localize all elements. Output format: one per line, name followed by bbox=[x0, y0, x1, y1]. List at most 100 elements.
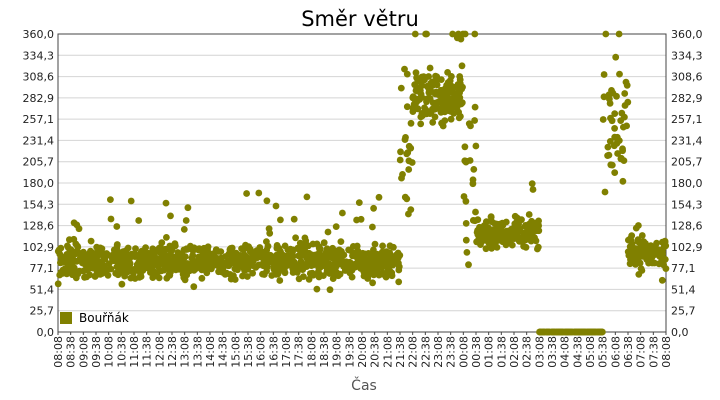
x-tick-label: 21:38 bbox=[394, 336, 407, 368]
data-point bbox=[651, 259, 658, 267]
legend-swatch bbox=[60, 312, 72, 324]
data-point bbox=[425, 89, 433, 96]
data-point bbox=[451, 83, 458, 91]
data-point bbox=[320, 239, 328, 247]
y-tick-label: 0,0 bbox=[671, 326, 689, 339]
data-point bbox=[232, 249, 240, 257]
data-point bbox=[96, 271, 104, 278]
data-point bbox=[127, 197, 135, 205]
data-point bbox=[272, 202, 280, 210]
data-point bbox=[472, 142, 480, 150]
x-tick-label: 13:38 bbox=[191, 336, 204, 368]
data-point bbox=[189, 262, 197, 270]
data-point bbox=[403, 150, 411, 158]
data-point bbox=[469, 176, 477, 184]
data-point bbox=[298, 249, 306, 257]
data-point bbox=[313, 285, 321, 293]
data-point bbox=[107, 215, 115, 223]
data-point bbox=[174, 249, 182, 256]
data-point bbox=[329, 261, 336, 269]
data-point bbox=[450, 110, 458, 117]
data-point bbox=[195, 245, 203, 253]
data-point bbox=[431, 90, 439, 98]
data-point bbox=[397, 84, 405, 92]
data-point bbox=[288, 252, 296, 260]
data-point bbox=[618, 109, 626, 117]
data-point bbox=[599, 116, 607, 123]
data-point bbox=[459, 83, 466, 91]
data-point bbox=[215, 268, 223, 276]
data-point bbox=[81, 273, 88, 281]
data-point bbox=[441, 108, 449, 116]
data-point bbox=[412, 104, 420, 112]
data-point bbox=[198, 274, 206, 282]
data-point bbox=[449, 99, 457, 107]
data-point bbox=[117, 265, 124, 272]
data-point bbox=[482, 245, 490, 253]
y-tick-label: 360,0 bbox=[671, 28, 703, 41]
data-point bbox=[267, 251, 274, 259]
y-axis-label: ° bbox=[0, 182, 10, 189]
data-point bbox=[136, 274, 143, 281]
data-point bbox=[330, 268, 338, 276]
data-point bbox=[297, 244, 305, 252]
x-tick-label: 13:08 bbox=[179, 336, 192, 368]
data-point bbox=[396, 251, 404, 259]
data-point bbox=[159, 249, 167, 257]
data-point bbox=[332, 223, 340, 231]
data-point bbox=[303, 193, 311, 201]
data-point bbox=[306, 270, 314, 277]
data-point bbox=[513, 214, 521, 222]
y-tick-label: 25,7 bbox=[30, 305, 55, 318]
data-point bbox=[315, 249, 323, 256]
data-point bbox=[420, 73, 428, 80]
x-tick-label: 15:08 bbox=[229, 336, 242, 368]
data-point bbox=[91, 273, 99, 280]
y-tick-label: 77,1 bbox=[30, 262, 55, 275]
data-point bbox=[263, 238, 270, 246]
x-tick-label: 17:38 bbox=[293, 336, 306, 368]
data-point bbox=[458, 62, 466, 70]
data-point bbox=[467, 122, 474, 130]
data-point bbox=[606, 138, 614, 145]
data-point bbox=[292, 234, 299, 242]
data-point bbox=[478, 225, 486, 233]
y-tick-label: 282,9 bbox=[23, 92, 55, 105]
data-point bbox=[456, 76, 464, 84]
data-point bbox=[132, 245, 139, 253]
data-point bbox=[93, 243, 101, 251]
x-tick-label: 22:08 bbox=[407, 336, 420, 368]
data-point bbox=[445, 95, 452, 102]
data-point bbox=[114, 255, 121, 262]
data-point bbox=[638, 232, 646, 239]
x-tick-label: 02:38 bbox=[521, 336, 534, 368]
data-point bbox=[115, 249, 123, 256]
data-point bbox=[256, 244, 264, 251]
data-point bbox=[353, 216, 360, 224]
x-tick-label: 03:08 bbox=[533, 336, 546, 368]
x-tick-label: 20:38 bbox=[369, 336, 382, 368]
data-point bbox=[353, 242, 361, 250]
data-point bbox=[402, 134, 409, 141]
data-point bbox=[167, 251, 175, 258]
data-point bbox=[608, 117, 616, 125]
data-point bbox=[395, 278, 403, 286]
data-point bbox=[355, 199, 363, 207]
data-point bbox=[345, 259, 353, 267]
data-point bbox=[228, 244, 236, 252]
data-point bbox=[617, 154, 625, 162]
data-point bbox=[466, 157, 474, 164]
data-point bbox=[414, 76, 422, 84]
data-point bbox=[413, 86, 420, 94]
x-tick-label: 08:08 bbox=[660, 336, 673, 368]
data-point bbox=[461, 157, 469, 165]
data-point bbox=[543, 328, 551, 336]
y-tick-label: 334,3 bbox=[23, 49, 55, 62]
data-point bbox=[453, 94, 461, 101]
data-point bbox=[522, 243, 530, 251]
data-point bbox=[461, 143, 469, 151]
x-tick-label: 22:38 bbox=[419, 336, 432, 368]
data-point bbox=[615, 137, 623, 145]
y-tick-label: 180,0 bbox=[671, 177, 703, 190]
data-point bbox=[369, 223, 376, 231]
